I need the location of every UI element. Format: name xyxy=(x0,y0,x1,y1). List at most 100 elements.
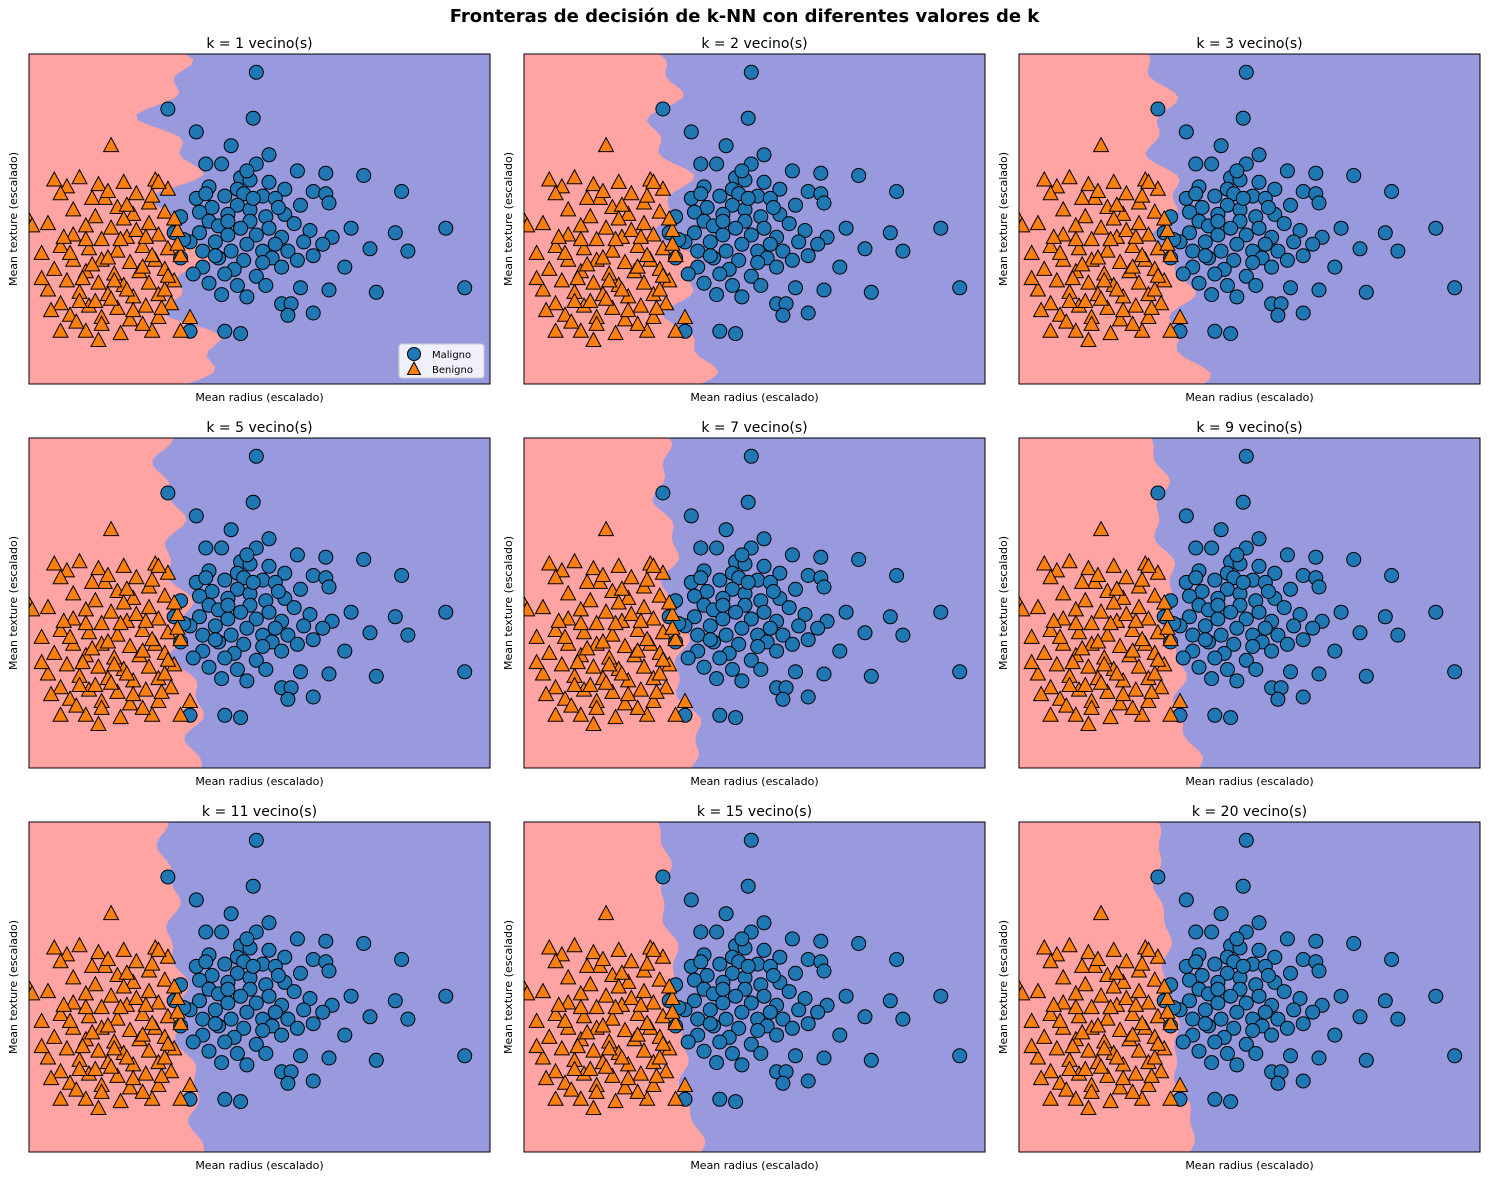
malignant-point xyxy=(1295,184,1311,199)
benign-point xyxy=(1152,678,1170,695)
malignant-point xyxy=(438,220,454,236)
benign-point xyxy=(1048,655,1066,672)
malignant-point xyxy=(1295,632,1311,648)
benign-point xyxy=(83,639,101,656)
benign-point xyxy=(610,941,628,957)
benign-point xyxy=(1118,568,1135,585)
malignant-point xyxy=(305,689,321,705)
malignant-point xyxy=(784,252,800,268)
benign-point xyxy=(1019,216,1031,233)
malignant-point xyxy=(863,1052,879,1068)
malignant-point xyxy=(1207,188,1223,204)
malignant-point xyxy=(1238,1036,1254,1052)
malignant-point xyxy=(1270,243,1286,259)
benign-point xyxy=(676,1076,694,1093)
benign-point xyxy=(1146,971,1164,987)
malignant-point xyxy=(800,305,816,321)
malignant-point xyxy=(217,956,233,972)
x-axis-label: Mean radius (escalado) xyxy=(690,775,818,788)
benign-point xyxy=(1089,248,1107,265)
benign-point xyxy=(632,996,650,1012)
benign-point xyxy=(629,642,647,658)
malignant-point xyxy=(457,1048,473,1064)
malignant-point xyxy=(261,604,277,620)
benign-point xyxy=(537,301,555,318)
malignant-point xyxy=(709,156,725,172)
malignant-point xyxy=(270,584,286,599)
malignant-point xyxy=(248,268,264,284)
malignant-point xyxy=(1219,1046,1235,1061)
benign-point xyxy=(1102,1092,1119,1109)
data-points xyxy=(1019,64,1463,347)
benign-point xyxy=(575,623,593,640)
benign-point xyxy=(1058,697,1075,713)
benign-point xyxy=(660,209,678,226)
benign-point xyxy=(1124,699,1142,715)
malignant-point xyxy=(1384,952,1400,967)
benign-point xyxy=(1076,207,1094,224)
malignant-point xyxy=(756,558,772,574)
benign-point xyxy=(162,678,180,695)
malignant-point xyxy=(267,620,283,636)
malignant-point xyxy=(838,988,854,1004)
malignant-point xyxy=(185,266,201,282)
benign-point xyxy=(93,998,110,1015)
malignant-point xyxy=(1188,570,1204,586)
malignant-point xyxy=(223,1011,239,1027)
benign-point xyxy=(150,941,167,957)
benign-point xyxy=(619,589,637,605)
benign-point xyxy=(71,168,88,185)
benign-point xyxy=(660,977,678,994)
malignant-point xyxy=(1204,156,1220,172)
malignant-point xyxy=(1257,1004,1273,1020)
malignant-point xyxy=(718,138,734,154)
malignant-point xyxy=(1210,213,1226,229)
benign-point xyxy=(1048,945,1066,962)
malignant-point xyxy=(1219,278,1235,293)
benign-point xyxy=(635,1042,653,1058)
malignant-point xyxy=(696,659,712,675)
benign-point xyxy=(1095,655,1113,672)
benign-point xyxy=(566,936,583,953)
malignant-point xyxy=(368,1052,384,1068)
benign-point xyxy=(90,274,107,290)
benign-point xyxy=(569,1037,587,1054)
subplot-k1: k = 1 vecino(s) Mean radius (escalado) Mea… xyxy=(7,36,491,404)
benign-point xyxy=(134,258,152,274)
benign-point xyxy=(1171,1076,1189,1093)
malignant-point xyxy=(1188,924,1204,940)
benign-point xyxy=(559,225,577,242)
malignant-point xyxy=(1267,181,1283,197)
benign-point xyxy=(648,299,665,315)
malignant-point xyxy=(750,1023,766,1038)
malignant-point xyxy=(718,243,734,259)
malignant-point xyxy=(201,659,217,675)
malignant-point xyxy=(1194,584,1210,599)
benign-point xyxy=(623,221,640,237)
malignant-point xyxy=(762,1004,778,1020)
benign-point xyxy=(99,632,117,649)
malignant-point xyxy=(1194,200,1210,215)
malignant-point xyxy=(1283,965,1298,981)
benign-point xyxy=(667,246,684,263)
malignant-point xyxy=(261,220,277,236)
benign-point xyxy=(524,600,536,617)
malignant-point xyxy=(289,163,305,179)
malignant-point xyxy=(1377,225,1393,241)
malignant-point xyxy=(687,225,702,241)
malignant-point xyxy=(1276,216,1292,232)
benign-point xyxy=(581,1060,599,1076)
benign-point xyxy=(597,1058,615,1074)
benign-point xyxy=(52,621,69,637)
benign-point xyxy=(534,598,552,615)
benign-point xyxy=(597,290,615,306)
benign-point xyxy=(61,628,79,644)
malignant-point xyxy=(1235,574,1251,590)
malignant-point xyxy=(832,259,848,275)
malignant-point xyxy=(387,993,403,1009)
benign-point xyxy=(172,246,189,263)
benign-point xyxy=(676,692,694,709)
benign-point xyxy=(547,678,564,695)
benign-point xyxy=(604,626,621,642)
benign-point xyxy=(547,568,564,585)
